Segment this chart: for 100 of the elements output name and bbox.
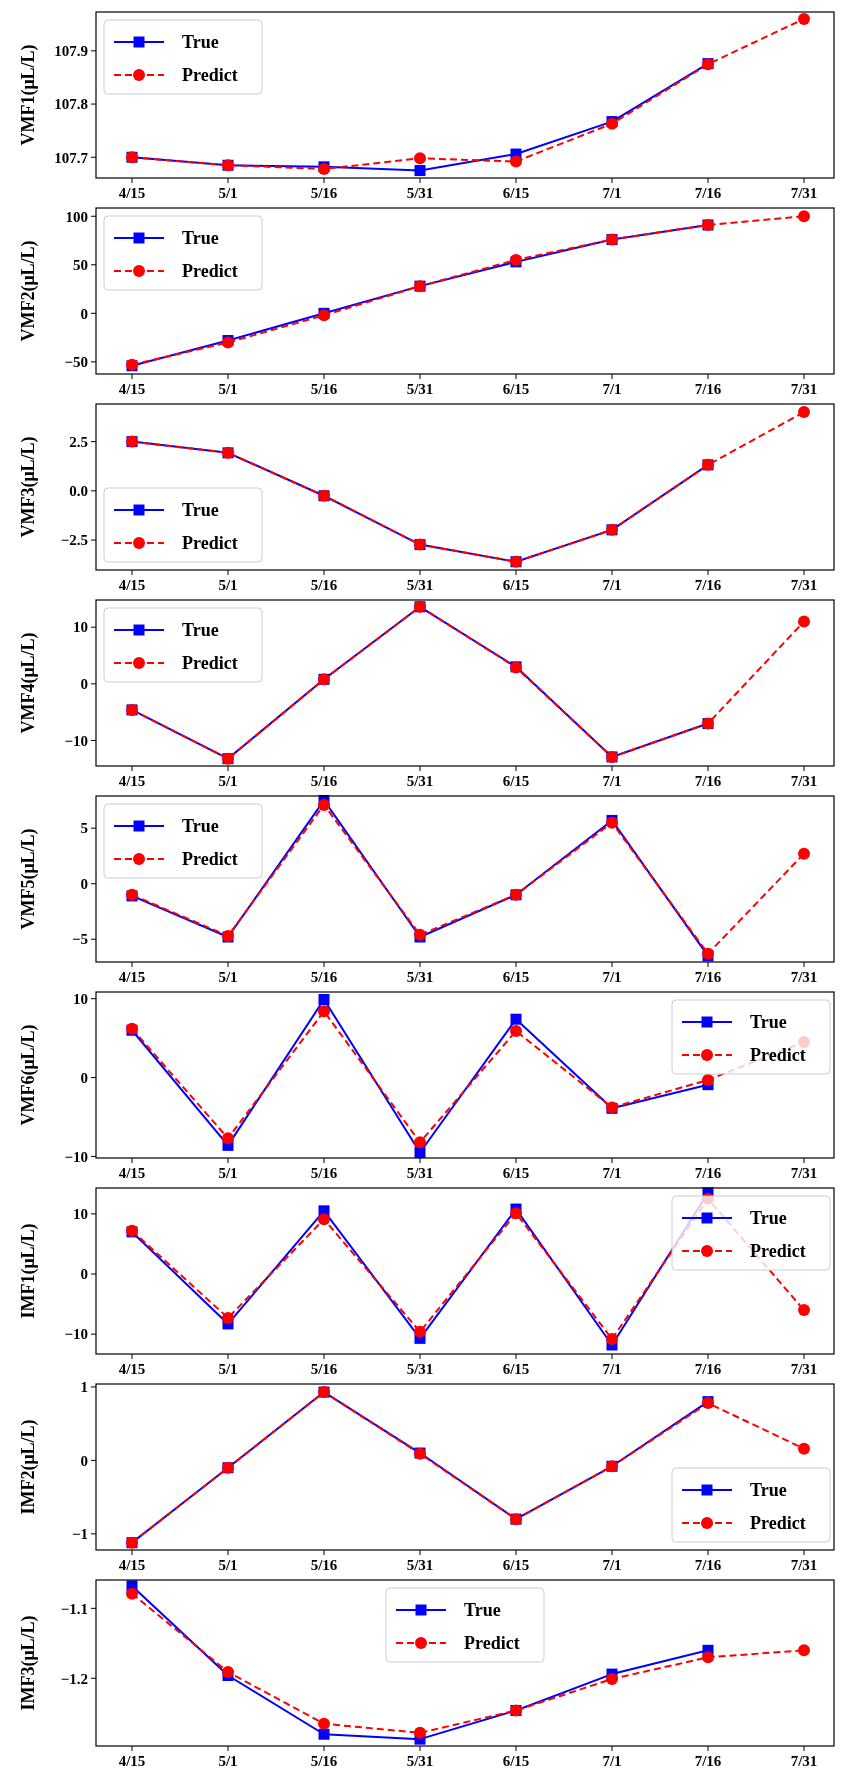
x-tick-label: 6/15 [502, 185, 530, 201]
y-tick-label: −10 [64, 732, 88, 749]
y-tick-label: 10 [73, 990, 88, 1007]
x-tick-label: 6/15 [502, 969, 530, 985]
x-tick-label: 7/31 [790, 1165, 818, 1181]
legend-label: True [464, 1600, 501, 1621]
y-tick-label: 10 [73, 619, 88, 636]
x-tick-label: 4/15 [118, 577, 146, 593]
y-axis-title: IMF2(μL/L) [18, 1419, 39, 1515]
x-tick-label: 6/15 [502, 381, 530, 397]
x-tick-label: 7/16 [694, 969, 722, 985]
y-tick-label: 0.0 [69, 483, 88, 500]
x-tick-label: 6/15 [502, 1165, 530, 1181]
legend-label: Predict [464, 1633, 520, 1654]
y-tick-label: 50 [73, 257, 88, 274]
legend-label: Predict [750, 1513, 806, 1534]
y-tick-label: −50 [64, 354, 88, 371]
x-tick-label: 7/16 [694, 1361, 722, 1377]
x-tick-label: 7/31 [790, 185, 818, 201]
y-tick-label: −2.5 [60, 532, 88, 549]
x-tick-label: 7/1 [602, 381, 622, 397]
y-tick-label: −1.1 [60, 1600, 88, 1617]
y-axis-title: VMF5(μL/L) [18, 828, 39, 930]
x-tick-label: 7/1 [602, 185, 622, 201]
x-tick-label: 5/1 [218, 1361, 238, 1377]
x-tick-label: 6/15 [502, 577, 530, 593]
x-tick-label: 5/1 [218, 1165, 238, 1181]
legend-label: Predict [750, 1241, 806, 1262]
y-tick-label: 0 [80, 1266, 88, 1283]
x-tick-label: 6/15 [502, 773, 530, 789]
x-tick-label: 5/31 [406, 381, 434, 397]
x-tick-label: 5/1 [218, 773, 238, 789]
x-tick-label: 7/16 [694, 1165, 722, 1181]
x-tick-label: 4/15 [118, 1361, 146, 1377]
x-tick-label: 5/1 [218, 381, 238, 397]
y-axis-title: VMF2(μL/L) [18, 240, 39, 342]
x-tick-label: 7/16 [694, 185, 722, 201]
y-axis-title: VMF6(μL/L) [18, 1024, 39, 1126]
x-tick-label: 4/15 [118, 969, 146, 985]
x-tick-label: 7/1 [602, 969, 622, 985]
x-tick-label: 4/15 [118, 1557, 146, 1573]
x-tick-label: 7/1 [602, 1361, 622, 1377]
y-tick-label: −10 [64, 1148, 88, 1165]
x-tick-label: 5/31 [406, 1361, 434, 1377]
x-tick-label: 5/16 [310, 185, 338, 201]
x-tick-label: 5/31 [406, 1557, 434, 1573]
y-tick-label: −1 [71, 1526, 88, 1543]
legend-label: True [182, 500, 219, 521]
y-axis-title: VMF1(μL/L) [18, 44, 39, 146]
legend-label: Predict [750, 1045, 806, 1066]
x-tick-label: 4/15 [118, 1753, 146, 1769]
x-tick-label: 7/31 [790, 1557, 818, 1573]
y-axis-title: IMF3(μL/L) [18, 1615, 39, 1711]
y-tick-label: 5 [80, 820, 88, 837]
x-tick-label: 5/31 [406, 773, 434, 789]
legend-label: True [750, 1012, 787, 1033]
x-tick-label: 5/31 [406, 969, 434, 985]
x-tick-label: 5/31 [406, 1753, 434, 1769]
y-axis-title: VMF3(μL/L) [18, 436, 39, 538]
x-tick-label: 5/16 [310, 1557, 338, 1573]
legend-label: Predict [182, 65, 238, 86]
y-tick-label: 0 [80, 676, 88, 693]
x-tick-label: 7/16 [694, 1753, 722, 1769]
x-tick-label: 5/16 [310, 1753, 338, 1769]
legend-label: Predict [182, 261, 238, 282]
x-tick-label: 5/1 [218, 185, 238, 201]
x-tick-label: 5/1 [218, 1557, 238, 1573]
y-tick-label: −10 [64, 1326, 88, 1343]
x-tick-label: 5/1 [218, 969, 238, 985]
y-axis-title: VMF4(μL/L) [18, 632, 39, 734]
y-tick-label: 107.7 [54, 149, 89, 166]
y-tick-label: 2.5 [69, 433, 88, 450]
x-tick-label: 6/15 [502, 1361, 530, 1377]
y-tick-label: −5 [71, 931, 88, 948]
x-tick-label: 4/15 [118, 185, 146, 201]
y-tick-label: 0 [80, 875, 88, 892]
legend-label: Predict [182, 849, 238, 870]
x-tick-label: 5/31 [406, 185, 434, 201]
legend-label: True [182, 228, 219, 249]
legend-label: Predict [182, 533, 238, 554]
x-tick-label: 5/16 [310, 1361, 338, 1377]
y-tick-label: 100 [65, 208, 88, 225]
legend-label: True [182, 816, 219, 837]
x-tick-label: 4/15 [118, 1165, 146, 1181]
x-tick-label: 7/16 [694, 1557, 722, 1573]
x-tick-label: 6/15 [502, 1557, 530, 1573]
y-tick-label: 10 [73, 1206, 88, 1223]
x-tick-label: 7/1 [602, 577, 622, 593]
x-tick-label: 7/31 [790, 1361, 818, 1377]
x-tick-label: 5/16 [310, 969, 338, 985]
x-tick-label: 7/31 [790, 381, 818, 397]
legend-label: Predict [182, 653, 238, 674]
y-tick-label: 0 [80, 1069, 88, 1086]
x-tick-label: 5/1 [218, 1753, 238, 1769]
y-tick-label: 1 [80, 1379, 88, 1396]
x-tick-label: 5/16 [310, 381, 338, 397]
y-tick-label: 0 [80, 305, 88, 322]
x-tick-label: 7/31 [790, 969, 818, 985]
x-tick-label: 5/31 [406, 577, 434, 593]
y-tick-label: 107.8 [54, 96, 88, 113]
